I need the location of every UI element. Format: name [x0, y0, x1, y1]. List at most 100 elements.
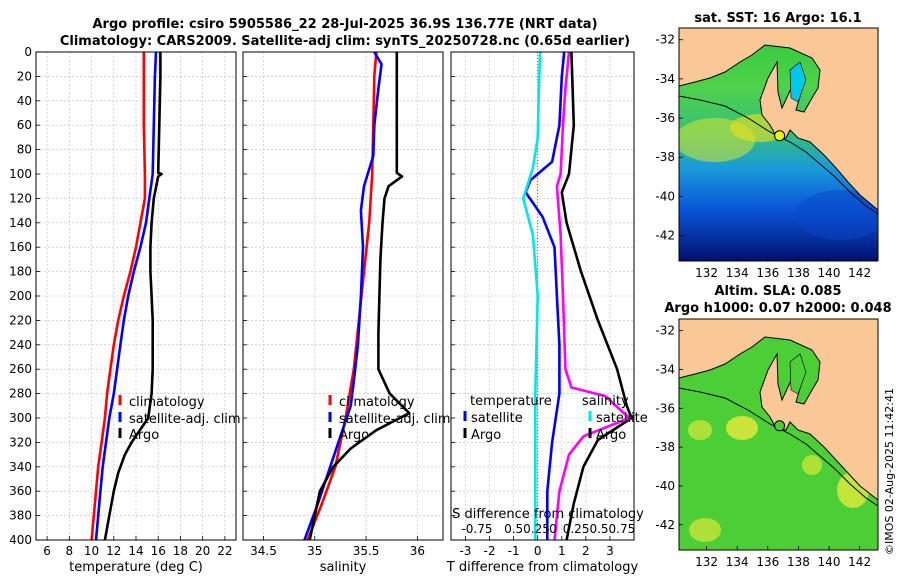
- x-tick-label: -2: [484, 544, 496, 558]
- map-x-tick-label: 132: [695, 555, 718, 569]
- series-line-argo: [103, 52, 163, 541]
- y-tick-label: 180: [9, 265, 32, 279]
- x-tick-label: 18: [173, 544, 188, 558]
- x-tick-label: 0: [534, 544, 542, 558]
- map-x-tick-label: 134: [726, 555, 749, 569]
- s-axis-label: S difference from climatology: [452, 507, 644, 522]
- y-tick-label: 80: [17, 143, 32, 157]
- map-y-tick-label: -38: [655, 150, 675, 164]
- imos-credit: ©IMOS 02-Aug-2025 11:42:41: [883, 388, 896, 555]
- legend-title-temperature: temperature: [470, 394, 552, 409]
- legend-label: Argo: [129, 428, 159, 443]
- sst-isobath: [679, 95, 878, 215]
- sla-high-patch: [802, 455, 822, 475]
- sst-gulf: [789, 61, 807, 103]
- x-axis-label: temperature (deg C): [69, 560, 203, 575]
- legend-label: climatology: [129, 395, 205, 410]
- legend-label: climatology: [339, 395, 415, 410]
- y-tick-label: 220: [9, 313, 32, 327]
- s-tick-label: -0.75: [461, 522, 492, 536]
- main-title-line2: Climatology: CARS2009. Satellite-adj cli…: [60, 34, 630, 49]
- main-title-line1: Argo profile: csiro 5905586_22 28-Jul-20…: [92, 17, 597, 32]
- x-tick-label: 6: [43, 544, 51, 558]
- x-tick-label: 14: [128, 544, 143, 558]
- y-tick-label: 280: [9, 387, 32, 401]
- legend-label: satellite: [471, 411, 523, 426]
- series-line-satellite-adj-clim: [303, 51, 383, 541]
- x-tick-label: 2: [582, 544, 590, 558]
- sla-land: [679, 319, 878, 501]
- map-y-tick-label: -36: [655, 111, 675, 125]
- x-tick-label: 20: [195, 544, 210, 558]
- map-x-tick-label: 142: [848, 555, 871, 569]
- x-tick-label: 35: [307, 544, 322, 558]
- series-line-s-argo: [553, 51, 631, 541]
- y-tick-label: 0: [24, 45, 32, 59]
- map-y-tick-label: -36: [655, 401, 675, 415]
- sst-cool-patch: [795, 190, 878, 240]
- sla-isobath: [679, 387, 878, 507]
- y-tick-label: 200: [9, 289, 32, 303]
- y-tick-label: 340: [9, 460, 32, 474]
- map-y-tick-label: -42: [655, 518, 675, 532]
- map-x-tick-label: 136: [756, 266, 779, 280]
- map-x-tick-label: 142: [848, 266, 871, 280]
- legend-label: satellite-adj. clim: [129, 412, 241, 427]
- map-x-tick-label: 132: [695, 266, 718, 280]
- x-tick-label: 8: [66, 544, 74, 558]
- map-y-tick-label: -42: [655, 229, 675, 243]
- map-y-tick-label: -40: [655, 189, 675, 203]
- temperature-panel: 6 8 10 12 14 16 18 20 22020406080100120140160180…: [9, 45, 241, 575]
- x-tick-label: 36: [410, 544, 425, 558]
- y-tick-label: 400: [9, 533, 32, 547]
- argo-location-marker: [774, 130, 786, 142]
- legend-title-salinity: salinity: [582, 394, 629, 409]
- series-line-s-satellite: [521, 51, 542, 540]
- sla-map-title-line1: Altim. SLA: 0.085: [715, 284, 842, 299]
- y-tick-label: 120: [9, 191, 32, 205]
- y-tick-label: 160: [9, 240, 32, 254]
- x-tick-label: 3: [606, 544, 614, 558]
- y-tick-label: 60: [17, 118, 32, 132]
- sla-map: Altim. SLA: 0.085 Argo h1000: 0.07 h2000…: [655, 284, 891, 569]
- y-tick-label: 240: [9, 338, 32, 352]
- axes-frame: [450, 51, 635, 541]
- x-tick-label: 34.5: [250, 544, 277, 558]
- map-y-tick-label: -38: [655, 440, 675, 454]
- map-y-tick-label: -34: [655, 72, 675, 86]
- y-tick-label: 100: [9, 167, 32, 181]
- x-tick-label: -3: [459, 544, 471, 558]
- map-x-tick-label: 138: [787, 266, 810, 280]
- difference-panel: -3 -2 -1 0 1 2 3T difference from climatologyt…: [446, 51, 648, 575]
- x-tick-label: -1: [508, 544, 520, 558]
- x-tick-label: 35.5: [353, 544, 380, 558]
- map-y-tick-label: -40: [655, 479, 675, 493]
- legend-label: Argo: [471, 428, 501, 443]
- x-tick-label: 22: [217, 544, 232, 558]
- series-line-argo: [308, 52, 411, 541]
- map-y-tick-label: -34: [655, 362, 675, 376]
- series-line-climatology: [90, 52, 147, 541]
- map-x-tick-label: 136: [756, 555, 779, 569]
- y-tick-label: 140: [9, 216, 32, 230]
- y-tick-label: 20: [17, 69, 32, 83]
- sst-map-title: sat. SST: 16 Argo: 16.1: [694, 11, 861, 26]
- sst-map-frame: [678, 27, 879, 262]
- map-y-tick-label: -32: [655, 33, 675, 47]
- legend-label: satellite: [596, 411, 648, 426]
- sst-land: [679, 28, 878, 211]
- series-line-t-argo: [560, 51, 633, 541]
- legend-label: Argo: [339, 428, 369, 443]
- map-x-tick-label: 134: [726, 266, 749, 280]
- sla-high-patch: [689, 518, 721, 542]
- x-axis-label: T difference from climatology: [446, 560, 639, 575]
- y-tick-label: 260: [9, 362, 32, 376]
- s-tick-label: 0: [549, 522, 557, 536]
- sla-map-frame: [678, 318, 879, 551]
- series-line-satellite-adj-clim: [94, 51, 158, 541]
- argo-location-marker: [774, 420, 786, 432]
- sla-gulf: [789, 353, 807, 395]
- y-tick-label: 320: [9, 435, 32, 449]
- x-axis-label: salinity: [320, 560, 367, 575]
- y-tick-label: 380: [9, 509, 32, 523]
